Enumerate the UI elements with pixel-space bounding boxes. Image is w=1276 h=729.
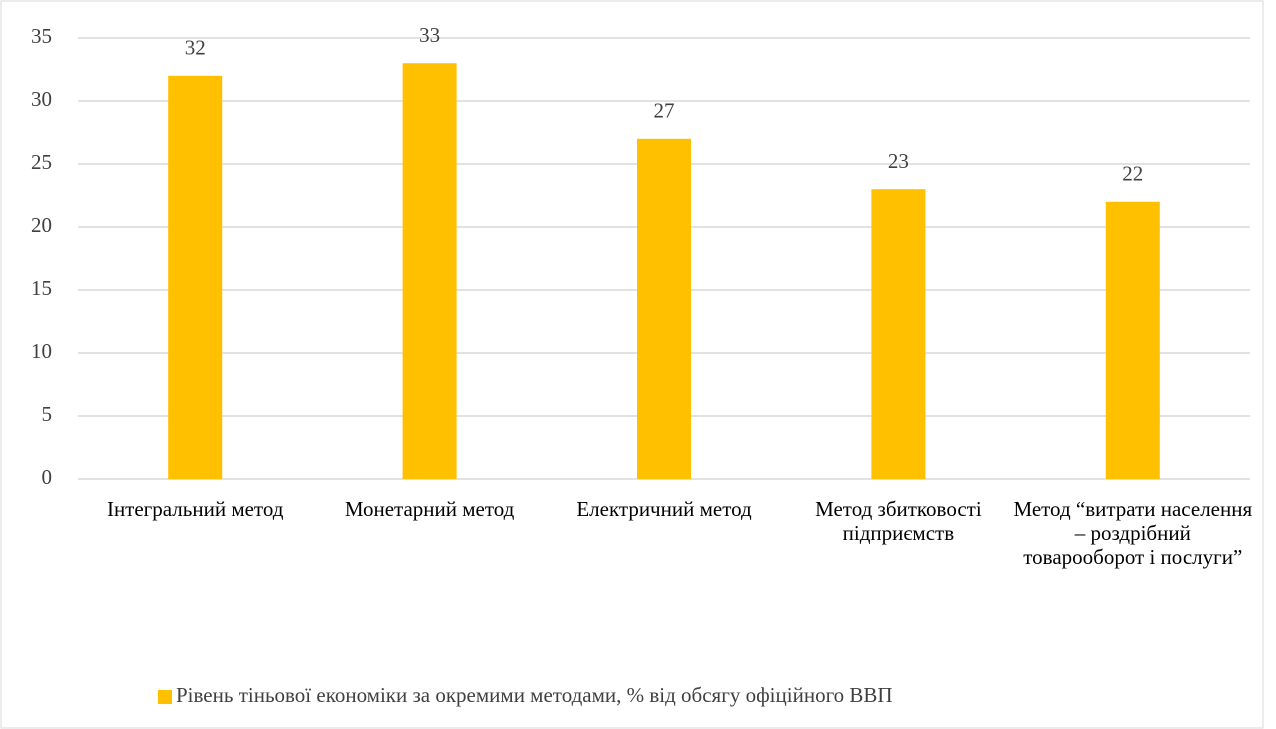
legend-label: Рівень тіньової економіки за окремими ме…: [176, 683, 893, 707]
x-tick-label-box: Метод “витрати населення – роздрібний то…: [1013, 497, 1253, 569]
data-label: 23: [888, 149, 909, 173]
x-tick-label-box: Інтегральний метод: [106, 497, 284, 521]
data-label: 27: [654, 99, 675, 123]
data-label: 22: [1122, 162, 1143, 186]
bar: [168, 75, 223, 480]
legend-swatch: [158, 690, 172, 704]
bar: [402, 63, 457, 479]
y-tick-label: 0: [42, 465, 53, 489]
y-tick-label: 25: [31, 150, 52, 174]
y-tick-label: 15: [31, 276, 52, 300]
bar: [1105, 201, 1160, 480]
bar: [637, 138, 691, 480]
x-tick-label: Метод “витрати населення – роздрібний то…: [1013, 497, 1253, 569]
x-tick-label-box: Електричний метод: [576, 497, 752, 521]
y-tick-label: 35: [31, 24, 52, 48]
y-tick-label: 10: [31, 339, 52, 363]
x-tick-label-box: Монетарний метод: [344, 497, 515, 521]
x-tick-label: Електричний метод: [576, 497, 752, 521]
data-label: 32: [185, 36, 206, 60]
data-label: 33: [419, 23, 440, 47]
y-tick-label: 5: [42, 402, 53, 426]
y-tick-label: 20: [31, 213, 52, 237]
x-tick-label: Інтегральний метод: [106, 497, 284, 521]
x-tick-label: Монетарний метод: [344, 497, 515, 521]
y-tick-label: 30: [31, 87, 52, 111]
x-tick-label-box: Метод збитковості підприємств: [815, 497, 982, 545]
bar: [871, 189, 926, 479]
x-tick-label: Метод збитковості підприємств: [815, 497, 982, 545]
